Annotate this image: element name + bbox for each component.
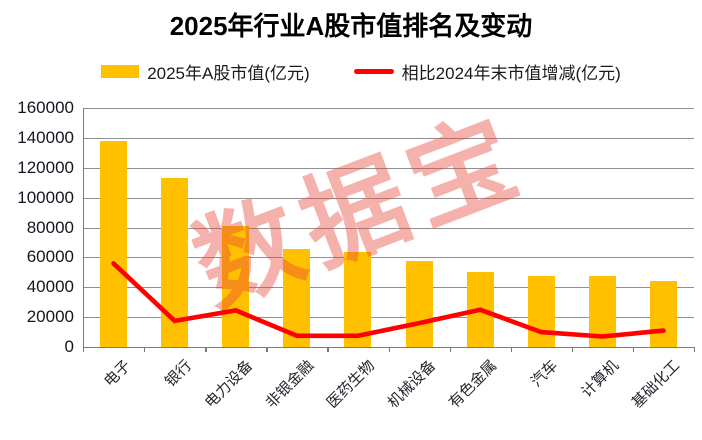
legend-bar-label: 2025年A股市值(亿元) (147, 63, 310, 83)
y-tick-label-100000: 100000 (17, 187, 74, 207)
y-tick-label-60000: 60000 (26, 247, 74, 267)
x-tick (571, 347, 574, 352)
x-tick (694, 347, 696, 352)
bar-电力设备 (222, 226, 250, 347)
legend-line-label: 相比2024年末市值增减(亿元) (401, 63, 621, 83)
x-tick (144, 347, 146, 352)
x-tick (388, 347, 390, 352)
y-tick-label-20000: 20000 (26, 307, 74, 327)
bar-医药生物 (344, 252, 372, 347)
y-tick-label-160000: 160000 (17, 98, 74, 117)
legend-item-line: 相比2024年末市值增减(亿元) (353, 59, 621, 84)
legend-line-swatch (353, 68, 394, 74)
y-axis-line (83, 108, 85, 347)
chart-title: 2025年行业A股市值排名及变动 (169, 11, 533, 41)
gridline-60000 (83, 257, 694, 259)
y-tick-label-80000: 80000 (26, 217, 74, 237)
bar-银行 (161, 178, 189, 347)
y-tick-label-0: 0 (64, 337, 74, 356)
y-tick-label-120000: 120000 (17, 157, 74, 177)
legend-bar-swatch (101, 64, 140, 78)
legend-item-bar: 2025年A股市值(亿元) (101, 59, 310, 84)
x-tick (327, 347, 329, 352)
x-tick (83, 347, 85, 352)
gridline-80000 (83, 227, 694, 229)
trend-line (111, 261, 666, 339)
legend: 2025年A股市值(亿元) 相比2024年末市值增减(亿元) (10, 59, 702, 83)
bar-非银金融 (283, 249, 311, 347)
x-tick (266, 347, 268, 352)
y-tick-label-140000: 140000 (17, 127, 74, 147)
x-label-text: 基础化工 (629, 357, 684, 412)
bar-汽车 (527, 276, 555, 347)
gridline-120000 (83, 167, 694, 169)
bar-计算机 (588, 276, 616, 347)
bar-机械设备 (405, 261, 433, 347)
x-tick (205, 347, 207, 352)
x-tick (449, 347, 451, 352)
bar-有色金属 (466, 272, 494, 347)
x-tick (510, 347, 513, 352)
gridline-140000 (83, 137, 694, 139)
bar-电子 (100, 140, 128, 347)
gridline-160000 (83, 108, 694, 109)
gridline-100000 (83, 197, 694, 199)
x-label-基础化工: 基础化工 (513, 355, 683, 411)
bar-基础化工 (649, 280, 677, 347)
y-tick-label-40000: 40000 (26, 277, 74, 297)
x-tick (632, 347, 635, 352)
